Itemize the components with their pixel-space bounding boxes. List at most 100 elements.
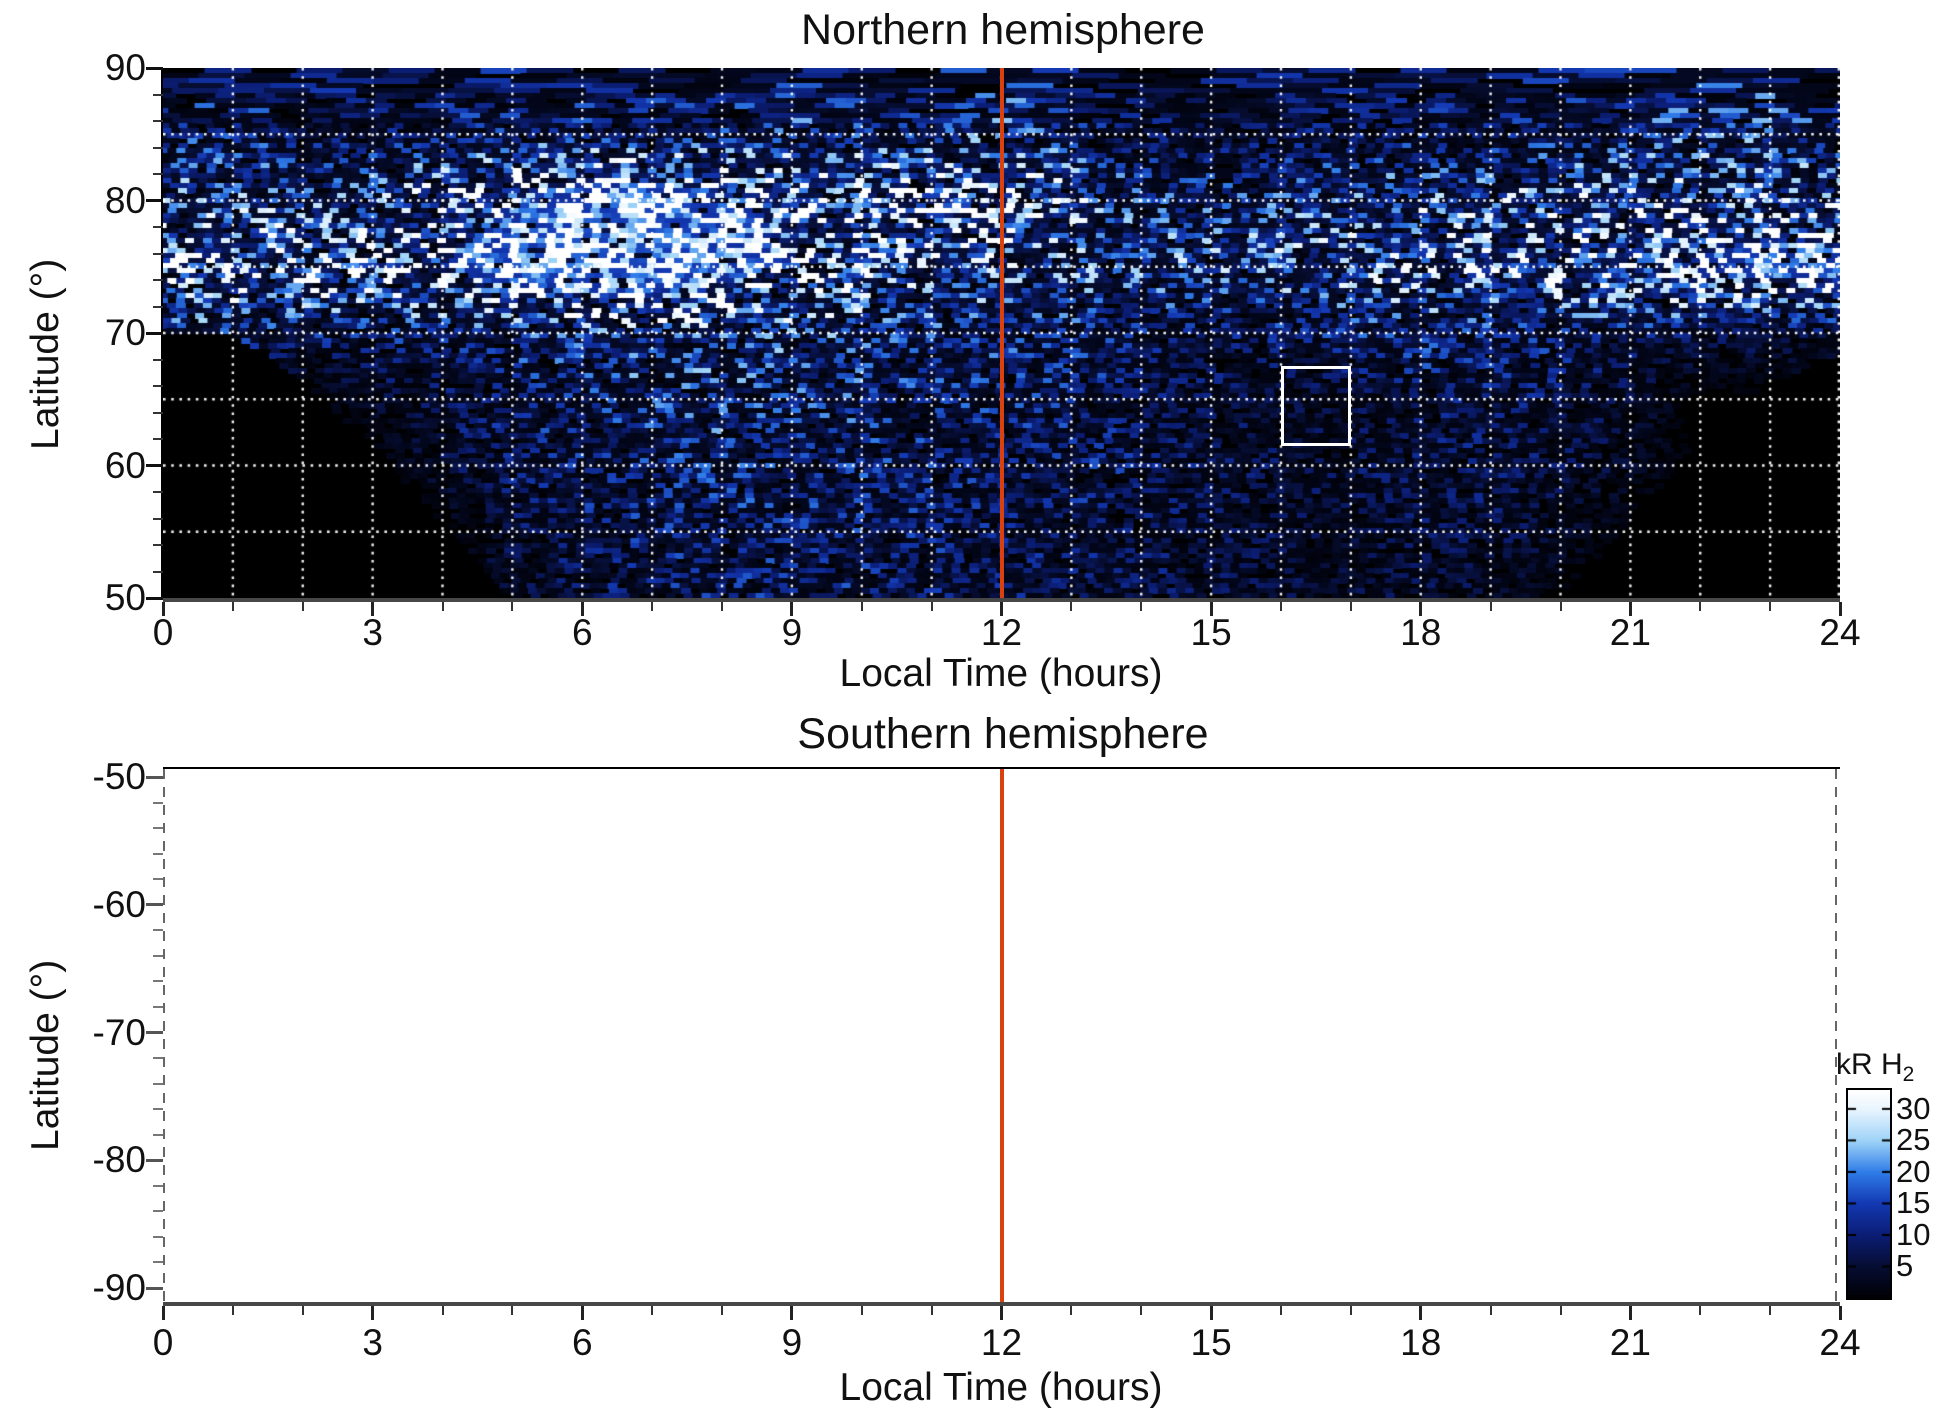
south-x-major-tick [161, 1306, 165, 1320]
south-y-tick-label: -80 [92, 1139, 146, 1181]
highlight-box [1281, 366, 1351, 446]
north-x-major-tick [1628, 602, 1632, 616]
north-y-tick-label: 90 [104, 47, 146, 88]
south-x-minor-tick [1140, 1306, 1143, 1315]
noon-line-north [1000, 68, 1004, 598]
north-x-tick-label: 3 [362, 612, 383, 653]
south-y-minor-tick [153, 827, 163, 830]
north-x-tick-label: 24 [1819, 612, 1861, 653]
south-y-tick-label: -70 [92, 1011, 146, 1053]
south-y-minor-tick [153, 954, 163, 957]
south-x-tick-label: 21 [1609, 1322, 1651, 1363]
south-y-axis-label: Latitude (°) [24, 959, 67, 1151]
north-x-tick-label: 6 [571, 612, 593, 653]
south-y-minor-tick [153, 929, 163, 932]
north-y-major-tick [146, 596, 163, 600]
south-x-axis-label: Local Time (hours) [839, 1366, 1163, 1409]
north-y-minor-tick [153, 120, 163, 122]
south-y-tick-label: -50 [92, 756, 146, 797]
south-y-minor-tick [153, 1005, 163, 1008]
south-x-major-tick [790, 1306, 794, 1320]
north-y-tick-label: 60 [104, 444, 146, 486]
south-x-major-tick [1209, 1306, 1213, 1320]
north-x-tick-label: 9 [781, 612, 803, 653]
north-x-minor-tick [1559, 602, 1562, 611]
north-y-major-tick [146, 66, 163, 70]
north-y-minor-tick [153, 358, 163, 361]
colorbar-title-subscript: 2 [1902, 1063, 1915, 1086]
north-y-major-tick [146, 331, 163, 335]
south-y-minor-tick [153, 878, 163, 881]
north-x-minor-tick [721, 602, 723, 611]
south-y-tick-label: -90 [92, 1267, 146, 1308]
south-x-major-tick [1000, 1306, 1003, 1320]
north-y-minor-tick [153, 544, 163, 546]
south-x-tick-label: 15 [1190, 1322, 1232, 1363]
south-x-minor-tick [930, 1306, 933, 1315]
colorbar-gradient [1848, 1090, 1890, 1298]
colorbar-tick-label: 30 [1896, 1090, 1931, 1126]
north-y-minor-tick [153, 570, 163, 573]
south-y-major-tick [146, 1286, 163, 1290]
north-y-minor-tick [153, 517, 163, 520]
colorbar-title: kR H2 [1836, 1048, 1914, 1087]
south-x-minor-tick [651, 1306, 654, 1315]
north-y-minor-tick [153, 385, 163, 387]
north-x-tick-label: 18 [1400, 612, 1442, 653]
south-x-minor-tick [441, 1306, 444, 1315]
north-x-major-tick [580, 602, 584, 616]
north-y-minor-tick [153, 411, 163, 414]
north-x-major-tick [1209, 602, 1213, 616]
south-x-major-tick [1838, 1306, 1842, 1320]
north-y-minor-tick [153, 438, 163, 440]
north-x-minor-tick [930, 602, 933, 611]
colorbar-tick-label: 10 [1896, 1216, 1931, 1252]
south-y-minor-tick [153, 980, 163, 983]
north-x-minor-tick [1280, 602, 1282, 611]
south-x-minor-tick [1489, 1306, 1492, 1315]
south-x-major-tick [580, 1306, 584, 1320]
north-x-major-tick [161, 602, 165, 616]
south-y-major-tick [146, 903, 163, 907]
north-x-minor-tick [441, 602, 444, 611]
south-y-minor-tick [153, 801, 163, 804]
south-y-major-tick [146, 1158, 163, 1162]
north-y-minor-tick [153, 279, 163, 281]
north-x-major-tick [1838, 602, 1842, 616]
south-bottom-axis-line [163, 1302, 1840, 1306]
south-x-major-tick [1628, 1306, 1632, 1320]
colorbar-frame [1846, 1088, 1892, 1300]
south-y-minor-tick [153, 1108, 163, 1111]
north-x-major-tick [371, 602, 375, 616]
south-x-minor-tick [231, 1306, 234, 1315]
north-y-tick-label: 70 [104, 312, 146, 353]
south-x-tick-label: 24 [1819, 1322, 1861, 1363]
south-x-major-tick [371, 1306, 375, 1320]
north-y-major-tick [146, 199, 163, 202]
north-x-major-tick [1000, 602, 1003, 616]
south-x-minor-tick [1769, 1306, 1772, 1315]
south-y-minor-tick [153, 1082, 163, 1085]
south-y-minor-tick [153, 1057, 163, 1060]
south-y-minor-tick [153, 1210, 163, 1213]
north-y-minor-tick [153, 146, 163, 149]
south-y-minor-tick [153, 852, 163, 855]
north-x-major-tick [1419, 602, 1423, 616]
south-x-major-tick [1419, 1306, 1423, 1320]
north-x-minor-tick [301, 602, 304, 611]
south-x-minor-tick [511, 1306, 514, 1315]
north-x-tick-label: 21 [1609, 612, 1651, 653]
north-x-minor-tick [1699, 602, 1702, 611]
north-x-minor-tick [860, 602, 863, 611]
south-x-minor-tick [860, 1306, 863, 1315]
north-x-major-tick [790, 602, 794, 616]
north-x-minor-tick [651, 602, 654, 611]
south-x-tick-label: 9 [781, 1322, 803, 1363]
north-y-tick-label: 50 [104, 577, 146, 618]
south-x-minor-tick [301, 1306, 304, 1315]
colorbar-tick-label: 15 [1896, 1185, 1931, 1221]
north-x-minor-tick [1070, 602, 1073, 611]
north-y-tick-label: 80 [104, 179, 146, 221]
south-y-minor-tick [153, 1261, 163, 1264]
south-top-axis-line [163, 767, 1840, 769]
